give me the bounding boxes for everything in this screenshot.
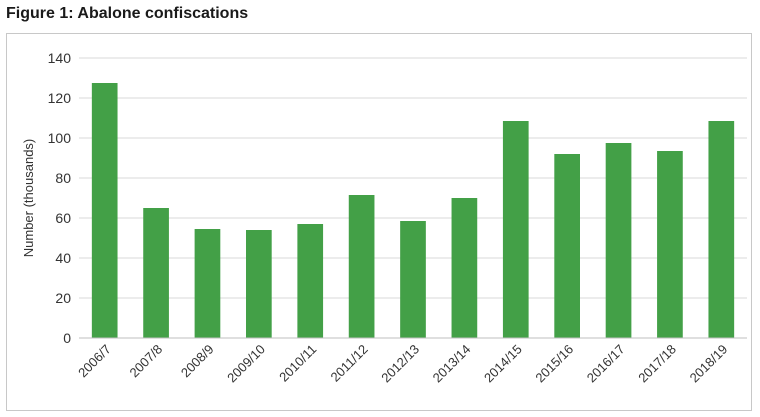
bar bbox=[708, 121, 735, 338]
y-tick-label: 100 bbox=[48, 130, 72, 146]
x-tick-label: 2008/9 bbox=[178, 342, 217, 381]
bar bbox=[348, 195, 375, 338]
bar bbox=[400, 221, 426, 338]
x-tick-label: 2007/8 bbox=[126, 342, 165, 381]
y-tick-label: 40 bbox=[55, 250, 71, 266]
y-tick-label: 140 bbox=[48, 50, 72, 66]
x-tick-label: 2015/16 bbox=[532, 342, 576, 386]
chart-frame: 0 20 40 60 80 100 120 140 2006/7 2007/8 2008/9 2009… bbox=[6, 33, 752, 411]
y-tick-label: 120 bbox=[48, 90, 72, 106]
x-tick-label: 2009/10 bbox=[224, 342, 268, 386]
y-tick-label: 60 bbox=[55, 210, 71, 226]
x-tick-label: 2014/15 bbox=[481, 342, 525, 386]
bar bbox=[502, 121, 529, 338]
bar bbox=[451, 198, 478, 338]
y-tick-label: 80 bbox=[55, 170, 71, 186]
bar bbox=[297, 224, 324, 338]
bar bbox=[657, 151, 683, 338]
y-axis-label: Number (thousands) bbox=[21, 139, 36, 258]
bar bbox=[246, 230, 272, 338]
x-tick-label: 2010/11 bbox=[276, 342, 319, 385]
x-tick-label: 2011/12 bbox=[328, 342, 371, 385]
bar bbox=[143, 208, 169, 338]
bar bbox=[605, 143, 632, 338]
y-tick-label: 0 bbox=[63, 330, 71, 346]
x-tick-label: 2017/18 bbox=[635, 342, 679, 386]
x-tick-label: 2006/7 bbox=[75, 342, 114, 381]
x-tick-label: 2016/17 bbox=[584, 342, 628, 386]
bar bbox=[194, 229, 221, 338]
figure-title: Figure 1: Abalone confiscations bbox=[6, 5, 249, 22]
bar bbox=[91, 83, 118, 338]
y-tick-label: 20 bbox=[55, 290, 71, 306]
bar-chart: 0 20 40 60 80 100 120 140 2006/7 2007/8 2008/9 2009… bbox=[21, 50, 747, 386]
x-tick-label: 2012/13 bbox=[378, 342, 422, 386]
bar bbox=[554, 154, 580, 338]
x-tick-label: 2013/14 bbox=[430, 342, 474, 386]
x-tick-label: 2018/19 bbox=[687, 342, 731, 386]
